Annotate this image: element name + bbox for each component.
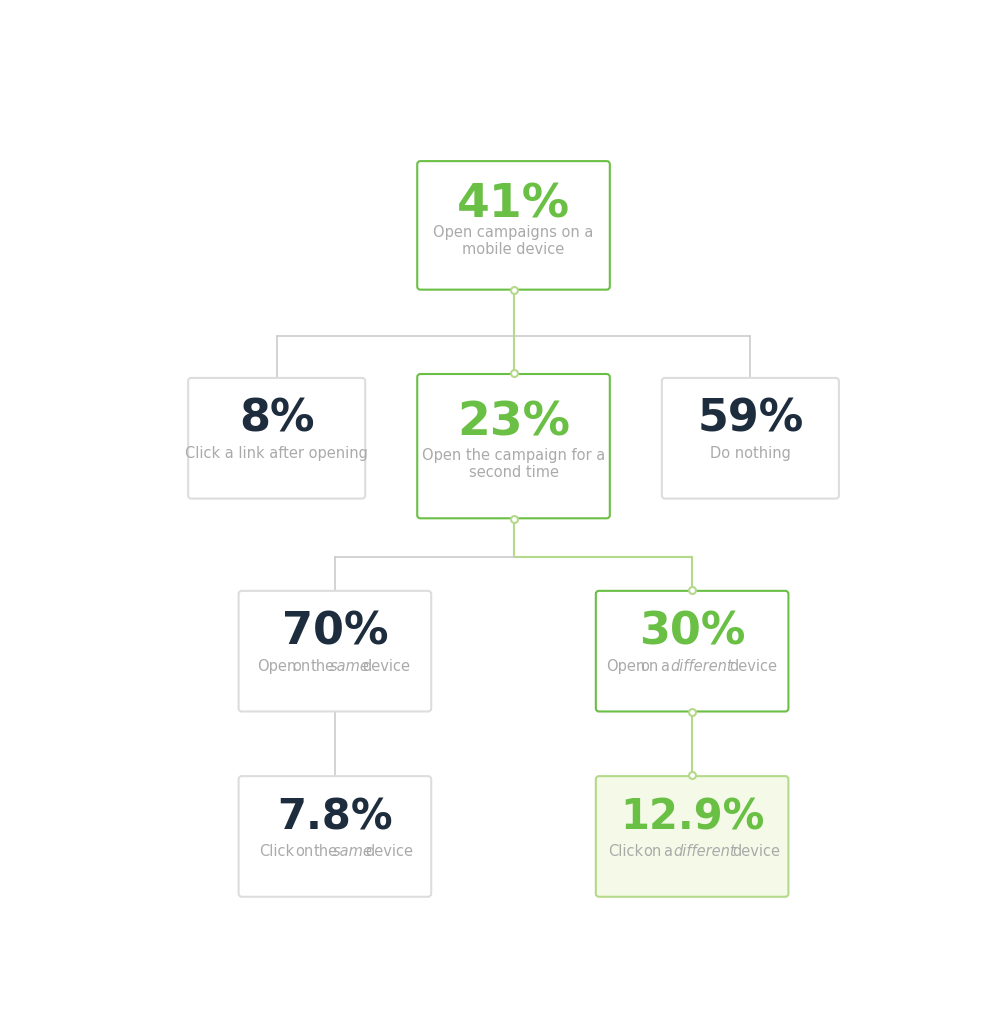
Text: a: a (663, 844, 672, 859)
Text: 59%: 59% (697, 397, 804, 440)
Text: on: on (643, 844, 661, 859)
FancyBboxPatch shape (417, 374, 610, 518)
FancyBboxPatch shape (238, 591, 431, 712)
Text: on: on (640, 658, 658, 674)
Text: 23%: 23% (457, 400, 570, 445)
FancyBboxPatch shape (596, 776, 789, 897)
Text: the: the (314, 844, 338, 859)
Text: device: device (731, 844, 780, 859)
Text: 70%: 70% (282, 610, 388, 653)
Text: same: same (331, 658, 370, 674)
Text: different: different (670, 658, 732, 674)
Text: 7.8%: 7.8% (278, 796, 393, 838)
Text: 30%: 30% (639, 610, 745, 653)
Text: device: device (366, 844, 414, 859)
FancyBboxPatch shape (238, 776, 431, 897)
Text: 12.9%: 12.9% (620, 796, 765, 838)
Text: different: different (673, 844, 735, 859)
Text: Open: Open (258, 658, 297, 674)
Text: on: on (296, 844, 314, 859)
FancyBboxPatch shape (596, 591, 789, 712)
Text: Click: Click (260, 844, 295, 859)
Text: second time: second time (469, 465, 558, 480)
Text: mobile device: mobile device (462, 243, 565, 257)
Text: device: device (363, 658, 411, 674)
Text: device: device (728, 658, 777, 674)
Text: Open the campaign for a: Open the campaign for a (422, 447, 605, 463)
Text: Do nothing: Do nothing (710, 445, 791, 461)
Text: 41%: 41% (457, 182, 570, 227)
Text: Open: Open (605, 658, 645, 674)
Text: same: same (334, 844, 373, 859)
Text: the: the (311, 658, 335, 674)
Text: on: on (293, 658, 311, 674)
FancyBboxPatch shape (417, 161, 610, 290)
Text: 8%: 8% (238, 397, 315, 440)
Text: Click: Click (607, 844, 643, 859)
Text: Click a link after opening: Click a link after opening (185, 445, 368, 461)
FancyBboxPatch shape (188, 378, 365, 499)
Text: a: a (660, 658, 669, 674)
Text: Open campaigns on a: Open campaigns on a (433, 225, 594, 240)
FancyBboxPatch shape (662, 378, 839, 499)
